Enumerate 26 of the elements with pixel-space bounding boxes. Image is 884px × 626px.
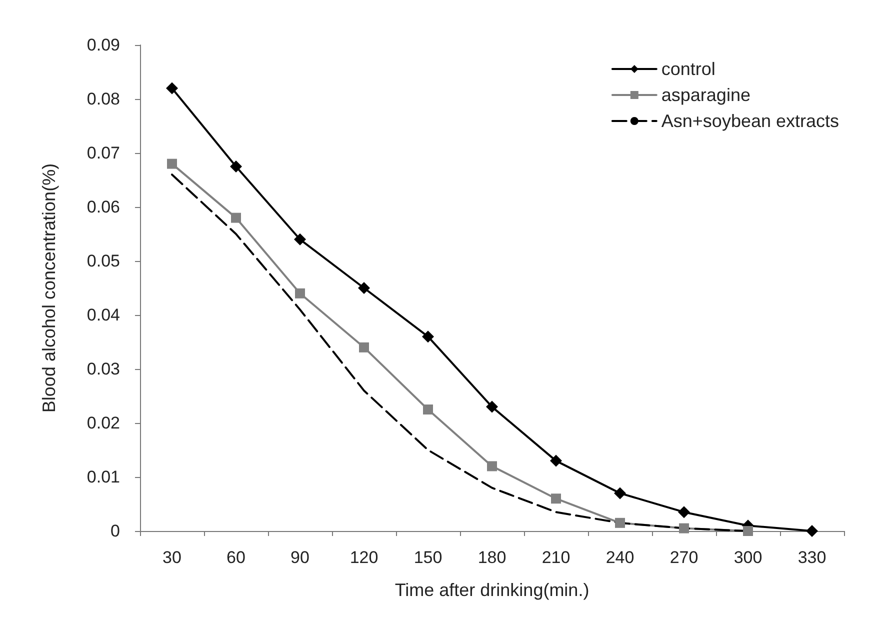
x-tick-label: 30	[162, 548, 182, 567]
x-tick-label: 270	[670, 548, 698, 567]
y-tick-label: 0	[110, 522, 120, 540]
y-tick-label: 0.03	[86, 360, 120, 378]
x-tick-label: 330	[798, 548, 826, 567]
x-tick-label: 120	[350, 548, 378, 567]
x-tick-label: 90	[290, 548, 310, 567]
x-tick-label: 150	[414, 548, 442, 567]
y-tick-label: 0.01	[86, 468, 120, 486]
x-tick-label: 180	[478, 548, 506, 567]
y-tick-label: 0.07	[86, 144, 120, 162]
y-axis-title: Blood alcohol concentration(%)	[39, 163, 59, 413]
legend-label: control	[661, 59, 716, 79]
y-tick-label: 0.06	[86, 198, 120, 216]
y-tick-label: 0.05	[86, 252, 120, 270]
x-tick-label: 300	[734, 548, 762, 567]
legend-label: Asn+soybean extracts	[661, 111, 840, 131]
legend-label: asparagine	[661, 85, 750, 105]
x-tick-label: 210	[542, 548, 570, 567]
x-tick-label: 60	[226, 548, 246, 567]
x-axis-title: Time after drinking(min.)	[394, 580, 590, 600]
y-tick-label: 0.08	[86, 90, 120, 108]
y-tick-label: 0.02	[86, 414, 120, 432]
x-tick-label: 240	[606, 548, 634, 567]
y-tick-label: 0.09	[86, 36, 120, 54]
y-tick-label: 0.04	[86, 306, 120, 324]
